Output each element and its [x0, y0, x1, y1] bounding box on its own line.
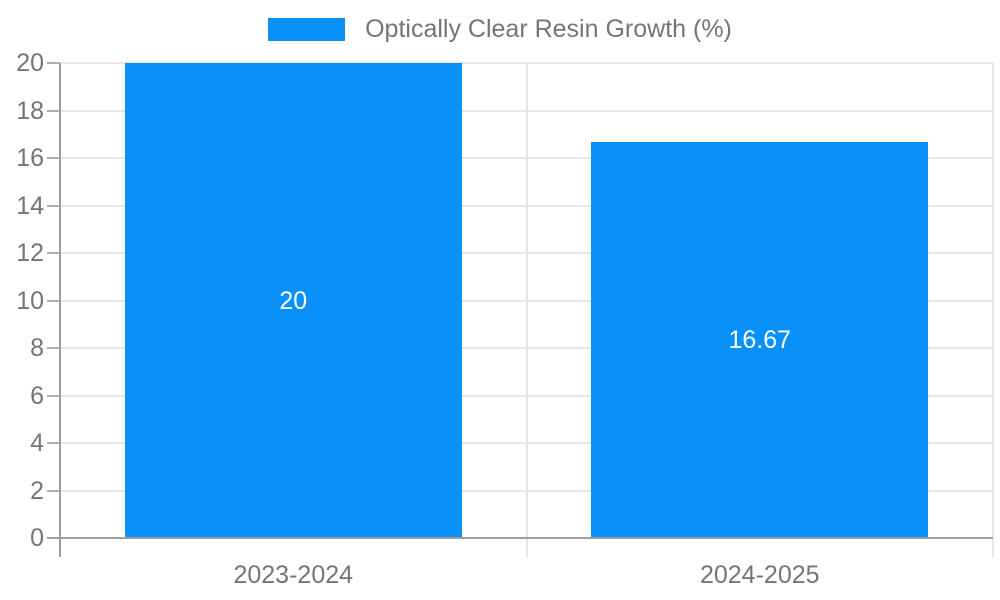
y-axis-tick — [47, 62, 60, 64]
y-tick-label: 12 — [16, 239, 44, 267]
y-axis-tick — [47, 109, 60, 112]
y-tick-label: 6 — [30, 381, 44, 410]
legend-label: Optically Clear Resin Growth (%) — [365, 15, 732, 43]
chart-legend: Optically Clear Resin Growth (%) — [0, 15, 1000, 44]
y-axis-tick — [47, 252, 60, 254]
y-axis-line — [59, 63, 61, 557]
y-tick-label: 0 — [30, 524, 44, 552]
bar-value-label: 16.67 — [728, 326, 792, 355]
y-tick-label: 20 — [16, 49, 44, 77]
y-tick-label: 4 — [30, 429, 44, 457]
y-axis-tick — [47, 204, 60, 207]
x-axis-label: 2024-2025 — [699, 561, 820, 589]
x-axis-line — [47, 537, 993, 539]
column-separator — [525, 63, 528, 557]
y-axis-tick — [47, 489, 60, 492]
y-tick-label: 10 — [16, 286, 44, 315]
y-axis-tick — [47, 157, 60, 159]
column-separator — [992, 63, 994, 557]
bar-2024-2025[interactable] — [591, 142, 929, 538]
y-axis-tick — [47, 394, 60, 397]
y-axis-tick — [47, 299, 60, 302]
y-axis-tick — [47, 347, 60, 349]
bar-2023-2024[interactable] — [124, 63, 462, 538]
legend-swatch — [268, 18, 346, 41]
y-tick-label: 18 — [16, 96, 44, 125]
bar-value-label: 20 — [279, 286, 308, 315]
y-tick-label: 14 — [16, 191, 44, 220]
y-tick-label: 8 — [30, 334, 44, 362]
y-tick-label: 16 — [16, 144, 44, 172]
y-tick-label: 2 — [30, 476, 44, 505]
y-axis-tick — [47, 442, 60, 444]
x-axis-label: 2023-2024 — [233, 561, 354, 589]
